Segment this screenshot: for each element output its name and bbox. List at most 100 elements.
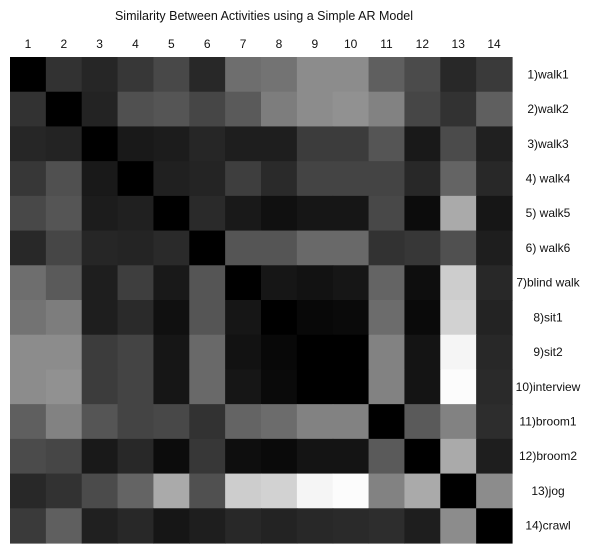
column-tick-13: 13 xyxy=(452,37,466,51)
row-label-9: 9)sit2 xyxy=(533,345,563,359)
heatmap-cells xyxy=(10,57,513,544)
heatmap-cell-r7-c12 xyxy=(404,265,441,301)
column-tick-5: 5 xyxy=(168,37,175,51)
heatmap-cell-r2-c6 xyxy=(189,91,226,128)
heatmap-cell-r10-c13 xyxy=(440,369,477,405)
heatmap-cell-r6-c14 xyxy=(476,230,513,266)
heatmap-cell-r3-c2 xyxy=(45,126,83,162)
heatmap-cell-r11-c10 xyxy=(332,404,370,440)
row-label-2: 2)walk2 xyxy=(527,102,569,116)
heatmap-cell-r4-c8 xyxy=(261,161,298,197)
row-label-3: 3)walk3 xyxy=(527,137,569,151)
heatmap-cell-r10-c11 xyxy=(368,369,406,405)
heatmap-cell-r2-c4 xyxy=(117,91,155,128)
heatmap-cell-r7-c6 xyxy=(189,265,226,301)
heatmap-cell-r10-c14 xyxy=(476,369,513,405)
heatmap-cell-r5-c5 xyxy=(153,195,190,232)
heatmap-cell-r3-c7 xyxy=(225,126,262,162)
column-tick-7: 7 xyxy=(240,37,247,51)
heatmap-cell-r7-c9 xyxy=(296,265,334,301)
heatmap-cell-r1-c5 xyxy=(153,57,190,93)
column-tick-6: 6 xyxy=(204,37,211,51)
heatmap-cell-r13-c2 xyxy=(45,473,83,509)
heatmap-cell-r14-c14 xyxy=(476,508,513,544)
heatmap-cell-r14-c6 xyxy=(189,508,226,544)
heatmap-cell-r1-c14 xyxy=(476,57,513,93)
heatmap-cell-r1-c11 xyxy=(368,57,406,93)
heatmap-cell-r4-c5 xyxy=(153,161,190,197)
heatmap-cell-r12-c4 xyxy=(117,438,155,475)
heatmap-cell-r9-c11 xyxy=(368,334,406,371)
heatmap-cell-r3-c1 xyxy=(10,126,47,162)
heatmap-cell-r7-c2 xyxy=(45,265,83,301)
heatmap-cell-r14-c13 xyxy=(440,508,477,544)
heatmap-cell-r6-c1 xyxy=(10,230,47,266)
heatmap-cell-r9-c1 xyxy=(10,334,47,371)
heatmap-cell-r9-c2 xyxy=(45,334,83,371)
column-tick-1: 1 xyxy=(25,37,32,51)
heatmap-cell-r1-c3 xyxy=(81,57,119,93)
heatmap-cell-r7-c8 xyxy=(261,265,298,301)
heatmap-cell-r1-c4 xyxy=(117,57,155,93)
heatmap-cell-r14-c3 xyxy=(81,508,119,544)
heatmap-cell-r12-c1 xyxy=(10,438,47,475)
heatmap-cell-r2-c14 xyxy=(476,91,513,128)
heatmap-cell-r3-c14 xyxy=(476,126,513,162)
heatmap-cell-r12-c11 xyxy=(368,438,406,475)
heatmap-cell-r13-c13 xyxy=(440,473,477,509)
heatmap-cell-r13-c1 xyxy=(10,473,47,509)
heatmap-cell-r10-c5 xyxy=(153,369,190,405)
heatmap-cell-r11-c13 xyxy=(440,404,477,440)
heatmap-cell-r7-c13 xyxy=(440,265,477,301)
heatmap-cell-r10-c12 xyxy=(404,369,441,405)
heatmap-cell-r8-c6 xyxy=(189,300,226,336)
heatmap-cell-r1-c8 xyxy=(261,57,298,93)
heatmap-cell-r14-c7 xyxy=(225,508,262,544)
heatmap-cell-r14-c10 xyxy=(332,508,370,544)
heatmap-cell-r2-c3 xyxy=(81,91,119,128)
column-tick-12: 12 xyxy=(416,37,430,51)
heatmap-cell-r11-c11 xyxy=(368,404,406,440)
heatmap-cell-r14-c5 xyxy=(153,508,190,544)
heatmap-cell-r10-c4 xyxy=(117,369,155,405)
heatmap-cell-r6-c10 xyxy=(332,230,370,266)
column-tick-9: 9 xyxy=(311,37,318,51)
heatmap-cell-r13-c11 xyxy=(368,473,406,509)
heatmap-cell-r4-c6 xyxy=(189,161,226,197)
heatmap-cell-r2-c11 xyxy=(368,91,406,128)
heatmap-cell-r11-c12 xyxy=(404,404,441,440)
heatmap-cell-r2-c8 xyxy=(261,91,298,128)
heatmap-cell-r7-c10 xyxy=(332,265,370,301)
heatmap-cell-r5-c8 xyxy=(261,195,298,232)
row-label-14: 14)crawl xyxy=(525,519,570,533)
heatmap-cell-r8-c10 xyxy=(332,300,370,336)
heatmap-cell-r10-c1 xyxy=(10,369,47,405)
heatmap-cell-r8-c2 xyxy=(45,300,83,336)
heatmap-cell-r2-c5 xyxy=(153,91,190,128)
heatmap-cell-r7-c4 xyxy=(117,265,155,301)
row-label-11: 11)broom1 xyxy=(519,415,576,429)
heatmap-cell-r11-c9 xyxy=(296,404,334,440)
heatmap-cell-r5-c9 xyxy=(296,195,334,232)
row-label-13: 13)jog xyxy=(531,484,564,498)
heatmap-cell-r5-c1 xyxy=(10,195,47,232)
heatmap-cell-r11-c5 xyxy=(153,404,190,440)
column-tick-8: 8 xyxy=(276,37,283,51)
column-tick-11: 11 xyxy=(380,37,393,51)
heatmap-cell-r9-c7 xyxy=(225,334,262,371)
heatmap-cell-r12-c7 xyxy=(225,438,262,475)
heatmap-cell-r1-c13 xyxy=(440,57,477,93)
heatmap-cell-r1-c7 xyxy=(225,57,262,93)
heatmap-cell-r11-c3 xyxy=(81,404,119,440)
heatmap-cell-r3-c8 xyxy=(261,126,298,162)
heatmap-cell-r8-c5 xyxy=(153,300,190,336)
heatmap-cell-r4-c3 xyxy=(81,161,119,197)
heatmap-cell-r9-c4 xyxy=(117,334,155,371)
heatmap-cell-r8-c7 xyxy=(225,300,262,336)
heatmap-cell-r13-c8 xyxy=(261,473,298,509)
column-tick-3: 3 xyxy=(96,37,103,51)
row-label-4: 4) walk4 xyxy=(526,172,571,186)
heatmap-cell-r6-c8 xyxy=(261,230,298,266)
heatmap-cell-r12-c8 xyxy=(261,438,298,475)
heatmap-cell-r14-c4 xyxy=(117,508,155,544)
